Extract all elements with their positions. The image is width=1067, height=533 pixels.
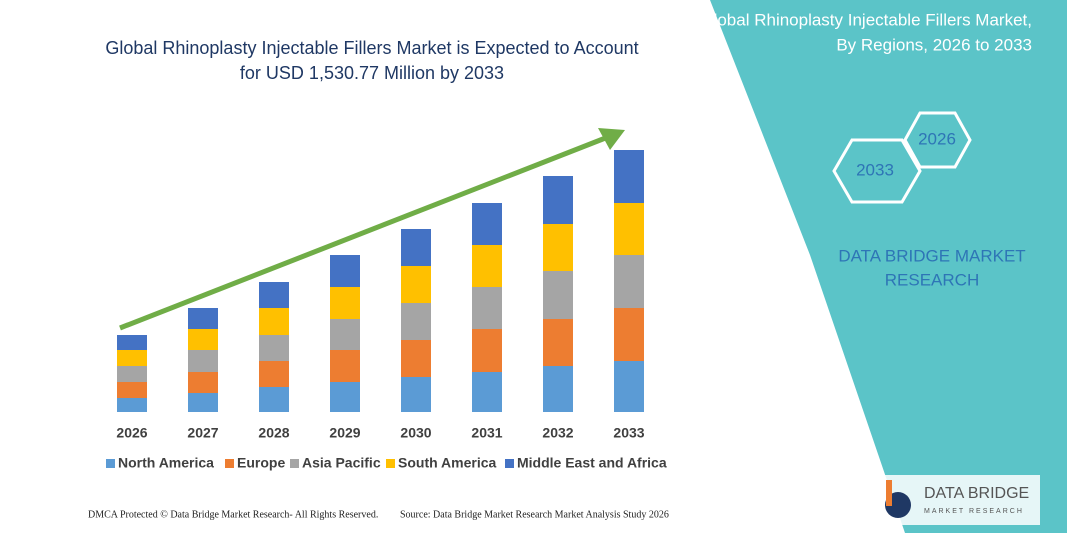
legend-swatch	[225, 459, 234, 468]
hexagon	[832, 138, 922, 204]
bar-segment	[188, 372, 218, 393]
bar-segment	[330, 287, 360, 319]
bar-segment	[401, 340, 431, 377]
bar-segment	[259, 308, 289, 335]
bar-segment	[543, 271, 573, 319]
bar-segment	[188, 350, 218, 372]
x-tick-label: 2029	[329, 425, 360, 441]
legend-swatch	[505, 459, 514, 468]
legend-label: Middle East and Africa	[517, 455, 667, 471]
x-tick-label: 2032	[542, 425, 573, 441]
bar-segment	[472, 372, 502, 412]
bar-segment	[117, 366, 147, 382]
bar-segment	[188, 308, 218, 329]
bar-segment	[614, 203, 644, 255]
panel-title: Global Rhinoplasty Injectable Fillers Ma…	[700, 10, 1032, 29]
hexagon-label: 2033	[856, 160, 894, 179]
bar-segment	[117, 350, 147, 366]
bar-segment	[117, 398, 147, 412]
bar-segment	[543, 319, 573, 366]
bar-segment	[614, 255, 644, 308]
footer-source: Source: Data Bridge Market Research Mark…	[400, 509, 669, 520]
legend-label: Europe	[237, 455, 285, 471]
bar-segment	[330, 255, 360, 287]
bar-segment	[330, 382, 360, 412]
bar-segment	[188, 393, 218, 412]
chart-title: Global Rhinoplasty Injectable Fillers Ma…	[105, 38, 638, 58]
x-tick-label: 2028	[258, 425, 289, 441]
brand: DATA BRIDGE MARKET	[838, 246, 1025, 265]
bar-segment	[330, 350, 360, 382]
bar-segment	[614, 150, 644, 203]
side-panel	[710, 0, 1067, 533]
bar-segment	[543, 366, 573, 412]
bar-segment	[259, 387, 289, 412]
legend-label: South America	[398, 455, 496, 471]
x-tick-label: 2033	[613, 425, 644, 441]
logo-tagline: MARKET RESEARCH	[924, 508, 1024, 515]
bar-segment	[614, 361, 644, 412]
bar-segment	[330, 319, 360, 350]
chart-title: for USD 1,530.77 Million by 2033	[240, 63, 504, 83]
brand: RESEARCH	[885, 270, 979, 289]
hexagon-label: 2026	[918, 129, 956, 148]
x-tick-label: 2026	[116, 425, 147, 441]
legend-swatch	[290, 459, 299, 468]
x-tick-label: 2030	[400, 425, 431, 441]
bar-segment	[614, 308, 644, 361]
legend-swatch	[106, 459, 115, 468]
logo-name: DATA BRIDGE	[924, 485, 1029, 502]
trend-arrow	[119, 134, 609, 331]
bar-segment	[543, 224, 573, 271]
bar-segment	[401, 229, 431, 266]
bar-segment	[188, 329, 218, 350]
bar-segment	[259, 361, 289, 387]
x-tick-label: 2027	[187, 425, 218, 441]
bar-segment	[259, 335, 289, 361]
bar-segment	[117, 382, 147, 398]
bar-segment	[472, 245, 502, 287]
bar-segment	[472, 203, 502, 245]
footer-note: DMCA Protected © Data Bridge Market Rese…	[88, 509, 378, 520]
bar-segment	[401, 377, 431, 412]
bar-segment	[401, 266, 431, 303]
legend-swatch	[386, 459, 395, 468]
legend-label: Asia Pacific	[302, 455, 381, 471]
logo-icon	[886, 480, 892, 506]
x-tick-label: 2031	[471, 425, 502, 441]
bar-segment	[472, 287, 502, 329]
hexagon	[903, 111, 972, 169]
panel-title: By Regions, 2026 to 2033	[836, 35, 1032, 54]
trend-arrow-head	[598, 128, 625, 150]
bar-segment	[259, 282, 289, 308]
bar-segment	[117, 335, 147, 350]
bar-segment	[401, 303, 431, 340]
legend-label: North America	[118, 455, 214, 471]
bar-segment	[543, 176, 573, 224]
bar-segment	[472, 329, 502, 372]
